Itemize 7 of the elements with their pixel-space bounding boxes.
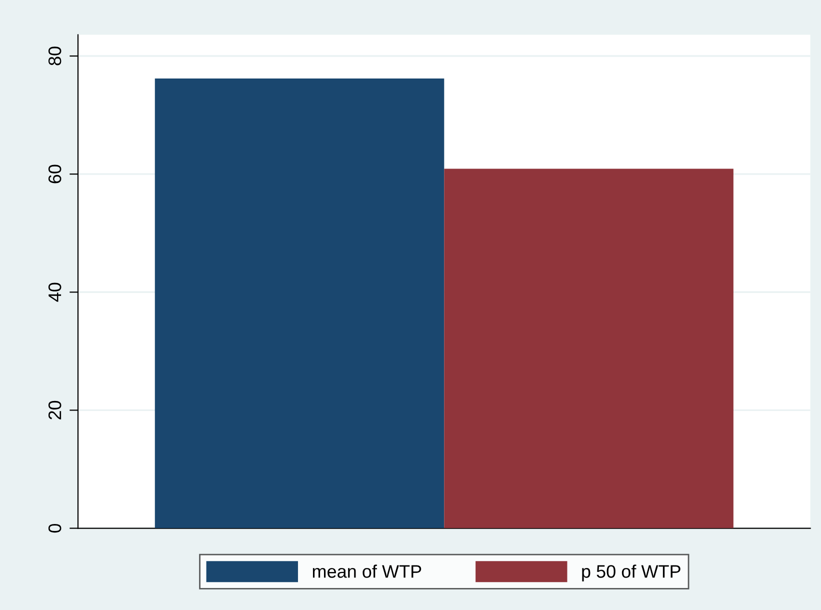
y-tick-label: 60 [48, 164, 62, 184]
y-tick-label: 20 [48, 400, 62, 420]
y-tick-label: 40 [48, 282, 62, 302]
text: p 50 of WTP [582, 564, 680, 582]
legend-label: mean of WTP [312, 564, 422, 578]
y-tick-label: 80 [48, 46, 62, 66]
y-tick-label: 0 [48, 524, 62, 533]
